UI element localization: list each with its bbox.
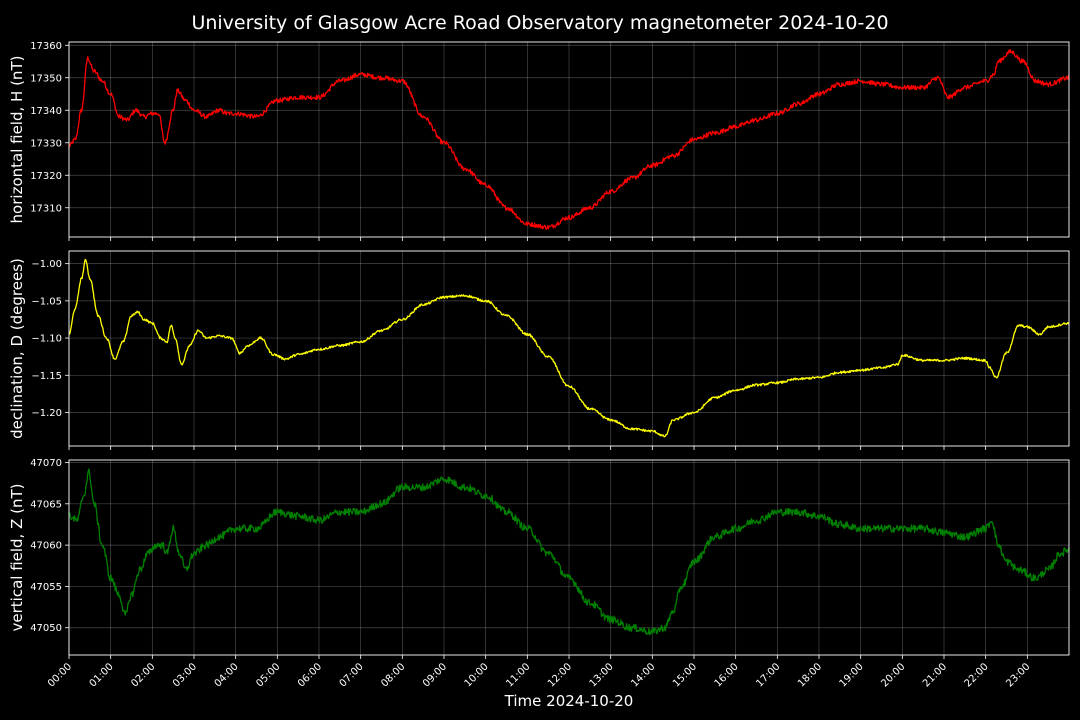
y-tick-label: −1.20 [31,408,62,419]
y-axis-label-D: declination, D (degrees) [8,258,26,439]
chart-title: University of Glasgow Acre Road Observat… [191,12,888,34]
x-tick-label: 13:00 [588,661,616,689]
y-tick-label: 47050 [30,623,62,634]
panel-H: 17310 17320 17330 17340 17350 17360 horizontal… [8,41,1070,241]
x-tick-label: 18:00 [796,661,824,689]
panel-Z: 47050 47055 47060 47065 47070 vertical field,… [8,458,1070,659]
panel-frame [68,41,1070,238]
x-tick-label: 10:00 [463,661,491,689]
x-tick-label: 17:00 [754,661,782,689]
x-tick-label: 02:00 [129,661,157,689]
x-tick-label: 23:00 [1004,661,1032,689]
panels-group: 17310 17320 17330 17340 17350 17360 horizontal… [8,41,1070,690]
y-tick-label: −1.00 [31,259,62,270]
x-tick-label: 00:00 [46,661,74,689]
x-tick-label: 06:00 [296,661,324,689]
x-tick-label: 22:00 [963,661,991,689]
x-tick-label: 19:00 [838,661,866,689]
x-tick-label: 07:00 [338,661,366,689]
x-tick-label: 14:00 [629,661,657,689]
x-tick-label: 04:00 [213,661,241,689]
series-Z-line [68,468,1070,636]
x-tick-label: 20:00 [879,661,907,689]
y-axis-label-Z: vertical field, Z (nT) [8,483,26,631]
x-tick-label: 08:00 [379,661,407,689]
y-tick-label: 17360 [30,41,62,52]
x-tick-label: 12:00 [546,661,574,689]
x-tick-label: 05:00 [254,661,282,689]
y-tick-label: 17330 [30,138,62,149]
x-tick-label: 16:00 [713,661,741,689]
x-tick-label: 01:00 [88,661,116,689]
y-tick-label: 47055 [30,582,62,593]
x-tick-label: 11:00 [504,661,532,689]
panel-frame [68,250,1070,447]
y-tick-label: −1.05 [31,296,62,307]
panel-frame [68,459,1070,656]
x-tick-label: 21:00 [921,661,949,689]
series-D-line [68,258,1070,438]
y-tick-label: 17320 [30,171,62,182]
y-tick-label: −1.10 [31,334,62,345]
x-tick-label: 15:00 [671,661,699,689]
x-axis-label: Time 2024-10-20 [504,692,634,710]
panel-D: −1.00 −1.05 −1.10 −1.15 −1.20 declination, D … [8,250,1070,450]
x-tick-label: 03:00 [171,661,199,689]
y-tick-label: −1.15 [31,371,62,382]
y-tick-label: 47070 [30,458,62,469]
y-tick-label: 47060 [30,541,62,552]
y-tick-label: 17350 [30,73,62,84]
y-tick-label: 17340 [30,106,62,117]
y-axis-label-H: horizontal field, H (nT) [8,56,26,224]
y-tick-label: 17310 [30,203,62,214]
series-H-line [68,49,1070,230]
y-tick-label: 47065 [30,499,62,510]
x-tick-label: 09:00 [421,661,449,689]
